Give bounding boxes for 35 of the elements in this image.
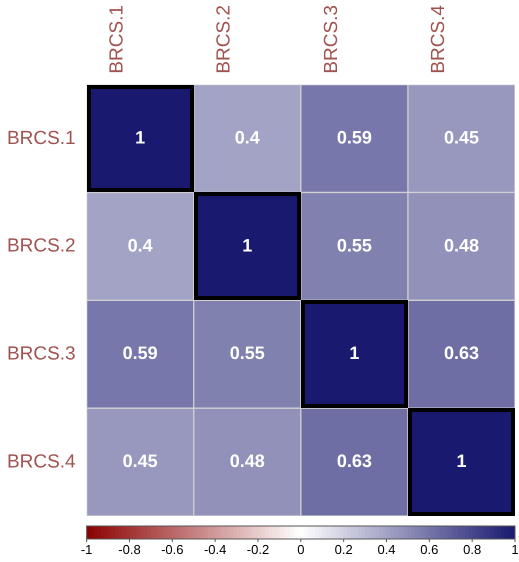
x-tick-label: BRCS.4 bbox=[428, 4, 449, 74]
y-tick-label: BRCS.4 bbox=[6, 451, 76, 472]
color-bar-label: 0.4 bbox=[377, 542, 396, 558]
y-tick-label: BRCS.1 bbox=[6, 128, 76, 149]
y-tick-label: BRCS.3 bbox=[6, 343, 76, 364]
data-label: 0.48 bbox=[444, 235, 479, 256]
color-bar-label: 1 bbox=[511, 542, 519, 558]
data-label: 1 bbox=[456, 451, 466, 472]
x-tick-label: BRCS.2 bbox=[214, 4, 235, 74]
color-bar-label: -0.6 bbox=[161, 542, 184, 558]
data-label: 1 bbox=[349, 343, 360, 364]
data-label: 0.45 bbox=[444, 128, 479, 148]
color-bar-label: -0.8 bbox=[118, 542, 141, 558]
y-tick-label: BRCS.2 bbox=[6, 236, 76, 257]
color-bar-label: -0.4 bbox=[204, 542, 226, 558]
x-tick-label: BRCS.1 bbox=[106, 4, 128, 74]
color-bar-label: 0.8 bbox=[463, 542, 482, 558]
data-label: 0.45 bbox=[122, 451, 158, 472]
color-bar-label: 0 bbox=[297, 542, 304, 558]
color-bar-label: -1 bbox=[80, 542, 92, 558]
data-label: 1 bbox=[135, 128, 146, 148]
data-label: 0.4 bbox=[234, 128, 260, 148]
data-label: 0.63 bbox=[336, 451, 372, 472]
data-label: 1 bbox=[242, 235, 252, 256]
data-label: 0.55 bbox=[230, 343, 265, 364]
data-label: 0.63 bbox=[444, 343, 479, 364]
data-label: 0.59 bbox=[336, 128, 372, 148]
color-bar-label: 0.6 bbox=[420, 542, 438, 558]
color-bar-label: -0.2 bbox=[246, 542, 270, 558]
data-label: 0.4 bbox=[128, 235, 153, 256]
data-label: 0.48 bbox=[230, 451, 265, 472]
data-label: 0.59 bbox=[122, 343, 158, 364]
data-label: 0.55 bbox=[336, 235, 372, 256]
color-bar-label: 0.2 bbox=[334, 542, 353, 558]
x-tick-label: BRCS.3 bbox=[320, 4, 342, 74]
